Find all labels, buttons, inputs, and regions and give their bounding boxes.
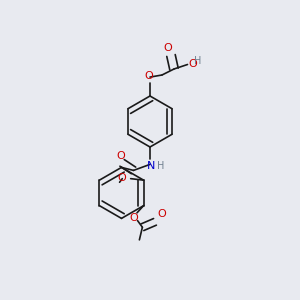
Text: O: O: [116, 151, 125, 161]
Text: H: H: [157, 161, 164, 171]
Text: O: O: [163, 43, 172, 53]
Text: N: N: [147, 161, 156, 171]
Text: H: H: [194, 56, 202, 66]
Text: O: O: [188, 58, 197, 69]
Text: O: O: [118, 173, 127, 183]
Text: O: O: [144, 71, 153, 81]
Text: O: O: [129, 213, 138, 223]
Text: O: O: [157, 209, 166, 219]
